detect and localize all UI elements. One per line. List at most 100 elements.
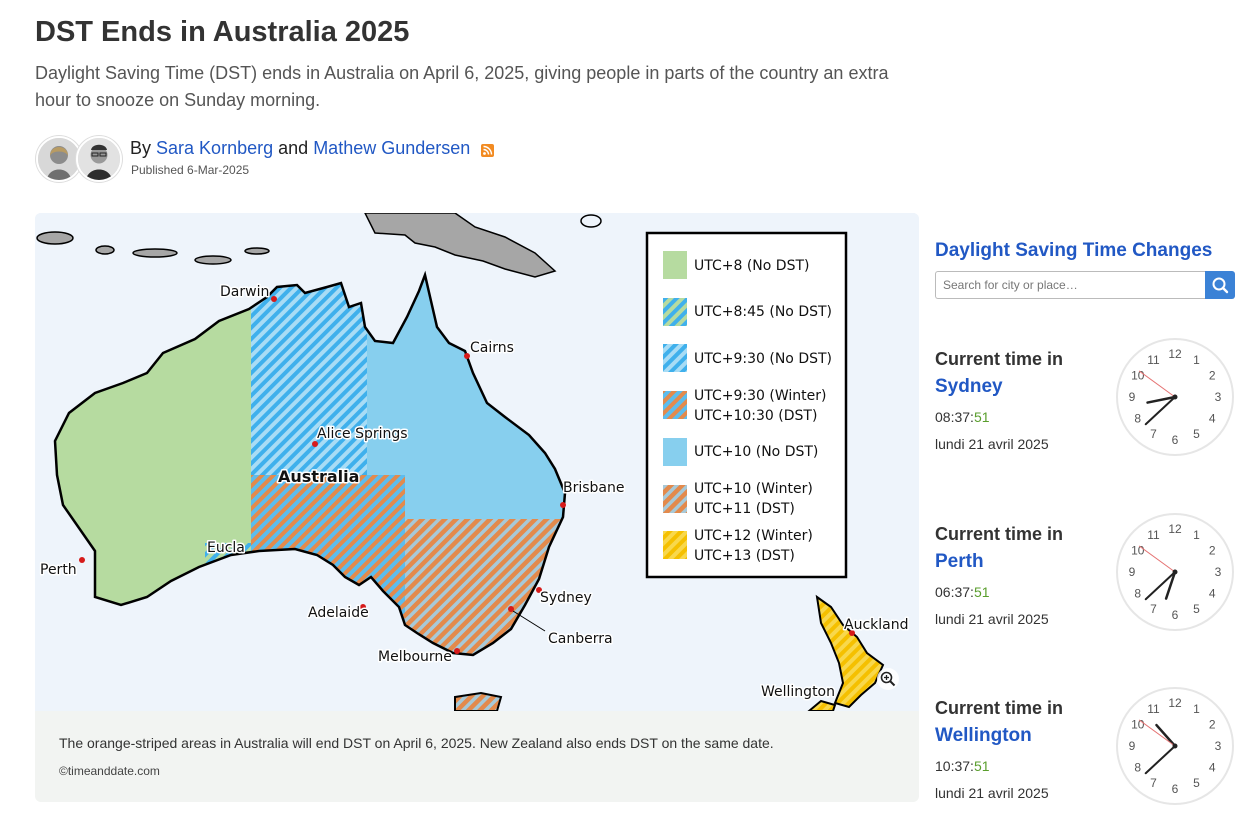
clock-numeral: 10 <box>1131 544 1145 558</box>
clock-numeral: 6 <box>1172 608 1179 622</box>
city-link-sydney[interactable]: Sydney <box>935 376 1003 397</box>
city-link-wellington[interactable]: Wellington <box>935 725 1032 746</box>
clock-numeral: 4 <box>1209 761 1216 775</box>
clock-numeral: 12 <box>1168 696 1182 710</box>
clock-numeral: 11 <box>1147 702 1160 716</box>
search-input[interactable] <box>935 271 1205 299</box>
clock-numeral: 3 <box>1215 565 1222 579</box>
legend-label-utc1030-dst: UTC+10:30 (DST) <box>694 408 817 424</box>
clock-numeral: 10 <box>1131 718 1145 732</box>
legend-swatch-utc930 <box>663 344 687 372</box>
city-card-perth: Current time in Perth 06:37:51 lundi 21 … <box>935 513 1235 664</box>
clock-center <box>1172 569 1178 575</box>
map-label-melbourne: Melbourne <box>378 649 452 665</box>
clock-minute-hand <box>1144 396 1176 426</box>
legend-swatch-utc12-dst <box>663 531 687 559</box>
clock-numeral: 6 <box>1172 433 1179 447</box>
clock-second-hand <box>1138 545 1176 573</box>
city-date-wellington: lundi 21 avril 2025 <box>935 785 1049 801</box>
map-label-wellington: Wellington <box>761 684 835 700</box>
author-avatar-sara[interactable] <box>36 136 82 182</box>
and-label: and <box>278 138 309 158</box>
legend-swatch-utc10 <box>663 438 687 466</box>
clock-numeral: 9 <box>1129 390 1136 404</box>
rss-icon[interactable] <box>481 144 495 157</box>
clock-numeral: 8 <box>1134 761 1141 775</box>
clock-numeral: 12 <box>1168 347 1182 361</box>
map-label-alice-springs: Alice Springs <box>317 426 408 442</box>
sidebar: Daylight Saving Time Changes Current tim… <box>935 0 1235 830</box>
clock-minute-hand <box>1144 571 1176 601</box>
zoom-in-icon[interactable] <box>877 668 899 690</box>
legend-label-utc845: UTC+8:45 (No DST) <box>694 304 832 320</box>
clock-numeral: 4 <box>1209 412 1216 426</box>
clock-numeral: 9 <box>1129 565 1136 579</box>
clock-numeral: 12 <box>1168 522 1182 536</box>
clock-numeral: 11 <box>1147 353 1160 367</box>
clock-numeral: 5 <box>1193 427 1200 441</box>
author-link-mathew[interactable]: Mathew Gundersen <box>313 138 471 158</box>
clock-numeral: 6 <box>1172 782 1179 796</box>
map-figure: Darwin Cairns Alice Springs Australia Br… <box>35 213 919 802</box>
clock-numeral: 2 <box>1209 544 1216 558</box>
clock-numeral: 11 <box>1147 528 1160 542</box>
current-time-label: Current time in <box>935 524 1064 544</box>
clock-numeral: 5 <box>1193 602 1200 616</box>
legend-label-utc10: UTC+10 (No DST) <box>694 444 818 460</box>
clock-second-hand <box>1138 370 1176 398</box>
time-seconds: 51 <box>973 409 990 425</box>
legend-label-utc10-winter: UTC+10 (Winter) <box>694 481 813 497</box>
city-link-perth[interactable]: Perth <box>935 551 984 572</box>
dst-map[interactable]: Darwin Cairns Alice Springs Australia Br… <box>35 213 919 712</box>
clock-numeral: 3 <box>1215 390 1222 404</box>
clock-numeral: 2 <box>1209 369 1216 383</box>
sidebar-title[interactable]: Daylight Saving Time Changes <box>935 240 1213 261</box>
map-label-canberra: Canberra <box>548 631 613 647</box>
map-label-darwin: Darwin <box>220 284 269 300</box>
byline-text: By Sara Kornberg and Mathew Gundersen <box>130 138 495 159</box>
search-button[interactable] <box>1205 271 1235 299</box>
map-label-brisbane: Brisbane <box>563 480 625 496</box>
clock-numeral: 1 <box>1193 702 1200 716</box>
by-label: By <box>130 138 152 158</box>
legend-label-utc11-dst: UTC+11 (DST) <box>694 501 795 517</box>
legend-label-utc930-winter: UTC+9:30 (Winter) <box>694 388 826 404</box>
clock-numeral: 1 <box>1193 528 1200 542</box>
legend-swatch-utc845 <box>663 298 687 326</box>
map-caption: The orange-striped areas in Australia wi… <box>59 735 774 751</box>
clock-numeral: 3 <box>1215 739 1222 753</box>
legend-label-utc930: UTC+9:30 (No DST) <box>694 351 832 367</box>
map-label-australia: Australia <box>278 467 359 486</box>
clock-numeral: 7 <box>1150 427 1157 441</box>
map-label-sydney: Sydney <box>540 590 592 606</box>
legend-swatch-utc10-dst <box>663 485 687 513</box>
current-time-label: Current time in <box>935 698 1064 718</box>
clock-numeral: 8 <box>1134 587 1141 601</box>
author-avatar-mathew[interactable] <box>76 136 122 182</box>
legend-swatch-utc930-dst <box>663 391 687 419</box>
clock-center <box>1172 743 1178 749</box>
legend-label-utc12-winter: UTC+12 (Winter) <box>694 528 813 544</box>
clock-numeral: 7 <box>1150 602 1157 616</box>
clock-numeral: 10 <box>1131 369 1145 383</box>
time-hm: 08:37: <box>935 409 974 425</box>
city-date-perth: lundi 21 avril 2025 <box>935 611 1049 627</box>
clock-numeral: 5 <box>1193 776 1200 790</box>
time-seconds: 51 <box>973 584 990 600</box>
clock-numeral: 1 <box>1193 353 1200 367</box>
article-title: DST Ends in Australia 2025 <box>35 16 410 48</box>
legend-label-utc13-dst: UTC+13 (DST) <box>694 548 795 564</box>
search-box <box>935 271 1235 299</box>
published-date: Published 6-Mar-2025 <box>131 163 250 177</box>
clock-numeral: 2 <box>1209 718 1216 732</box>
author-link-sara[interactable]: Sara Kornberg <box>156 138 274 158</box>
legend-label-utc8: UTC+8 (No DST) <box>694 258 809 274</box>
clock-hour-hand <box>1146 395 1177 404</box>
city-date-sydney: lundi 21 avril 2025 <box>935 436 1049 452</box>
map-label-perth: Perth <box>40 562 77 578</box>
legend-swatch-utc8 <box>663 251 687 279</box>
clock-center <box>1172 394 1178 400</box>
article-subtitle: Daylight Saving Time (DST) ends in Austr… <box>35 63 889 110</box>
